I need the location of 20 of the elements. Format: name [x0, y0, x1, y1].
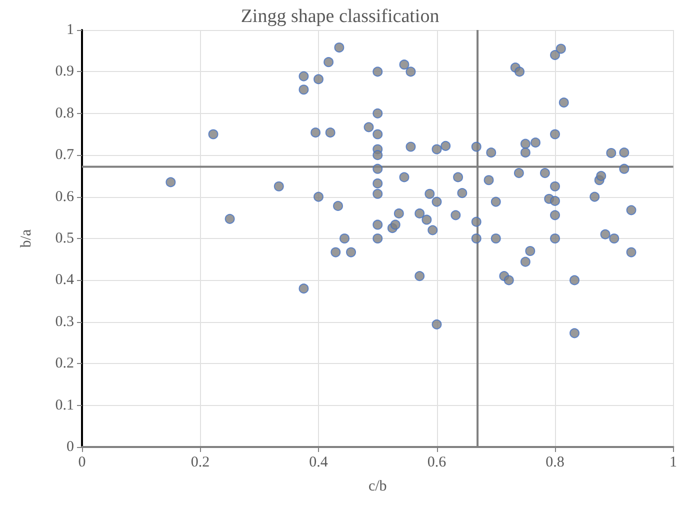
- x-tick-label: 0.8: [546, 454, 564, 470]
- x-tick-label: 0.2: [190, 454, 210, 470]
- x-tick-label: 0.4: [309, 454, 328, 470]
- y-tick-label: 0.6: [55, 188, 74, 205]
- y-axis-title: b/a: [18, 228, 34, 248]
- x-tick-label: 0: [78, 454, 86, 470]
- y-tick-label: 0.1: [55, 397, 74, 414]
- x-axis-title: c/b: [368, 478, 387, 494]
- chart-title: Zingg shape classification: [240, 6, 440, 27]
- y-tick-label: 1: [66, 22, 74, 38]
- y-tick-label: 0.7: [55, 147, 74, 164]
- y-tick-label: 0.8: [55, 105, 74, 122]
- x-tick-label: 1: [670, 454, 677, 470]
- y-tick-label: 0.5: [55, 230, 74, 246]
- y-tick-label: 0.9: [55, 64, 74, 80]
- y-tick-label: 0.2: [55, 356, 74, 372]
- y-tick-label: 0.3: [55, 314, 74, 330]
- y-tick-label: 0.4: [55, 272, 74, 288]
- y-tick-label: 0: [66, 439, 74, 455]
- x-tick-label: 0.6: [427, 454, 447, 470]
